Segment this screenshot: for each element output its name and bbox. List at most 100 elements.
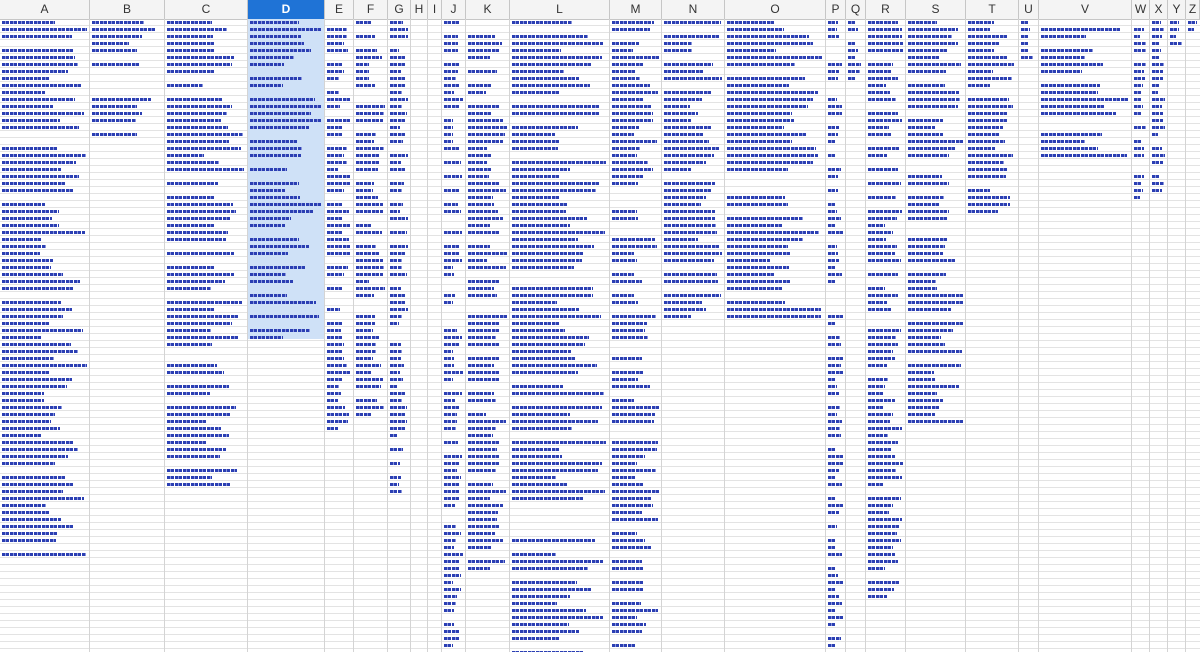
hyperlink-cell[interactable]: [828, 273, 842, 276]
hyperlink-cell[interactable]: [512, 616, 603, 619]
hyperlink-cell[interactable]: [612, 623, 646, 626]
hyperlink-cell[interactable]: [612, 182, 638, 185]
hyperlink-cell[interactable]: [727, 196, 785, 199]
hyperlink-cell[interactable]: [612, 539, 645, 542]
hyperlink-cell[interactable]: [727, 203, 788, 206]
hyperlink-cell[interactable]: [468, 329, 500, 332]
hyperlink-cell[interactable]: [908, 378, 935, 381]
hyperlink-cell[interactable]: [167, 413, 230, 416]
hyperlink-cell[interactable]: [356, 84, 375, 87]
hyperlink-cell[interactable]: [250, 42, 304, 45]
hyperlink-cell[interactable]: [1041, 98, 1129, 101]
hyperlink-cell[interactable]: [327, 49, 348, 52]
hyperlink-cell[interactable]: [664, 154, 714, 157]
hyperlink-cell[interactable]: [356, 329, 373, 332]
hyperlink-cell[interactable]: [612, 154, 637, 157]
hyperlink-cell[interactable]: [2, 427, 60, 430]
hyperlink-cell[interactable]: [868, 28, 902, 31]
hyperlink-cell[interactable]: [512, 385, 563, 388]
hyperlink-cell[interactable]: [1134, 182, 1142, 185]
hyperlink-cell[interactable]: [444, 371, 463, 374]
hyperlink-cell[interactable]: [250, 301, 316, 304]
hyperlink-cell[interactable]: [250, 273, 286, 276]
hyperlink-cell[interactable]: [612, 490, 659, 493]
hyperlink-cell[interactable]: [512, 259, 582, 262]
column-header-q[interactable]: Q: [846, 0, 866, 19]
hyperlink-cell[interactable]: [828, 336, 840, 339]
hyperlink-cell[interactable]: [612, 105, 652, 108]
hyperlink-cell[interactable]: [828, 105, 842, 108]
hyperlink-cell[interactable]: [868, 595, 887, 598]
hyperlink-cell[interactable]: [908, 84, 945, 87]
hyperlink-cell[interactable]: [390, 259, 402, 262]
hyperlink-cell[interactable]: [1041, 63, 1103, 66]
hyperlink-cell[interactable]: [612, 357, 642, 360]
column-header-j[interactable]: J: [442, 0, 466, 19]
hyperlink-cell[interactable]: [612, 98, 644, 101]
hyperlink-cell[interactable]: [612, 385, 650, 388]
hyperlink-cell[interactable]: [512, 315, 601, 318]
hyperlink-cell[interactable]: [444, 588, 461, 591]
hyperlink-cell[interactable]: [327, 168, 338, 171]
hyperlink-cell[interactable]: [2, 455, 68, 458]
hyperlink-cell[interactable]: [2, 245, 46, 248]
hyperlink-cell[interactable]: [167, 84, 203, 87]
hyperlink-cell[interactable]: [612, 280, 642, 283]
hyperlink-cell[interactable]: [968, 35, 1007, 38]
hyperlink-cell[interactable]: [444, 343, 460, 346]
hyperlink-cell[interactable]: [612, 252, 634, 255]
hyperlink-cell[interactable]: [612, 238, 655, 241]
hyperlink-cell[interactable]: [167, 420, 207, 423]
hyperlink-cell[interactable]: [512, 490, 605, 493]
hyperlink-cell[interactable]: [1021, 35, 1028, 38]
hyperlink-cell[interactable]: [512, 56, 602, 59]
hyperlink-cell[interactable]: [612, 406, 659, 409]
hyperlink-cell[interactable]: [2, 224, 59, 227]
hyperlink-cell[interactable]: [868, 511, 889, 514]
hyperlink-cell[interactable]: [908, 252, 943, 255]
hyperlink-cell[interactable]: [390, 119, 406, 122]
hyperlink-cell[interactable]: [390, 28, 408, 31]
hyperlink-cell[interactable]: [444, 63, 459, 66]
hyperlink-cell[interactable]: [868, 434, 888, 437]
hyperlink-cell[interactable]: [356, 49, 377, 52]
hyperlink-cell[interactable]: [250, 49, 311, 52]
hyperlink-cell[interactable]: [612, 518, 658, 521]
hyperlink-cell[interactable]: [167, 105, 232, 108]
hyperlink-cell[interactable]: [356, 322, 375, 325]
hyperlink-cell[interactable]: [664, 203, 701, 206]
hyperlink-cell[interactable]: [828, 112, 842, 115]
hyperlink-cell[interactable]: [444, 525, 456, 528]
hyperlink-cell[interactable]: [612, 210, 637, 213]
hyperlink-cell[interactable]: [848, 21, 855, 24]
hyperlink-cell[interactable]: [848, 42, 855, 45]
hyperlink-cell[interactable]: [512, 560, 603, 563]
hyperlink-cell[interactable]: [664, 77, 722, 80]
hyperlink-cell[interactable]: [612, 609, 658, 612]
hyperlink-cell[interactable]: [908, 105, 958, 108]
hyperlink-cell[interactable]: [1152, 49, 1161, 52]
hyperlink-cell[interactable]: [968, 175, 1006, 178]
hyperlink-cell[interactable]: [327, 154, 344, 157]
hyperlink-cell[interactable]: [727, 119, 794, 122]
hyperlink-cell[interactable]: [444, 84, 459, 87]
hyperlink-cell[interactable]: [327, 126, 343, 129]
hyperlink-cell[interactable]: [868, 301, 887, 304]
hyperlink-cell[interactable]: [664, 168, 691, 171]
hyperlink-cell[interactable]: [664, 210, 715, 213]
hyperlink-cell[interactable]: [167, 280, 225, 283]
hyperlink-cell[interactable]: [356, 357, 373, 360]
hyperlink-cell[interactable]: [908, 35, 952, 38]
column-header-h[interactable]: H: [411, 0, 428, 19]
hyperlink-cell[interactable]: [250, 217, 291, 220]
hyperlink-cell[interactable]: [727, 217, 803, 220]
hyperlink-cell[interactable]: [612, 21, 654, 24]
hyperlink-cell[interactable]: [968, 154, 1013, 157]
hyperlink-cell[interactable]: [2, 378, 72, 381]
hyperlink-cell[interactable]: [468, 196, 493, 199]
hyperlink-cell[interactable]: [1021, 56, 1033, 59]
hyperlink-cell[interactable]: [356, 147, 384, 150]
hyperlink-cell[interactable]: [468, 490, 506, 493]
hyperlink-cell[interactable]: [1041, 84, 1100, 87]
hyperlink-cell[interactable]: [908, 413, 935, 416]
